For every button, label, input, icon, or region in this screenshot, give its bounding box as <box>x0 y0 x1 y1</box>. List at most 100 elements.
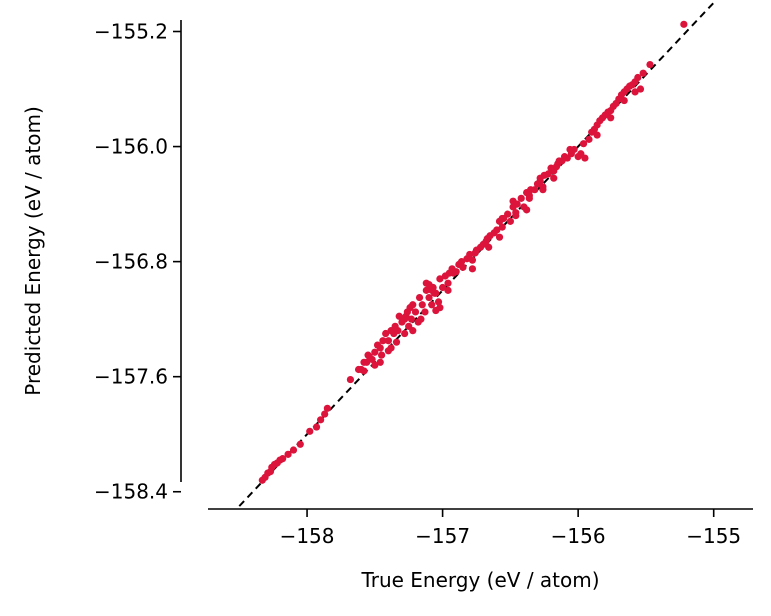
scatter-point <box>525 191 533 200</box>
x-tick-label: −156 <box>551 524 606 548</box>
scatter-point <box>506 217 514 225</box>
scatter-point <box>411 308 420 316</box>
scatter-point <box>485 243 493 251</box>
scatter-point <box>444 279 452 287</box>
scatter-point <box>365 352 374 361</box>
scatter-point <box>384 347 392 355</box>
scatter-point <box>422 286 430 294</box>
axes-layer: −158 −157 −156 −155 −158.4 −157.6 −156.8 −156.0… <box>94 20 753 548</box>
scatter-point <box>306 427 314 435</box>
scatter-point <box>544 170 552 178</box>
scatter-point <box>401 329 409 338</box>
y-tick-label: −158.4 <box>94 480 168 504</box>
scatter-point <box>498 214 506 223</box>
scatter-point <box>439 283 447 292</box>
scatter-point <box>498 223 506 231</box>
scatter-point <box>421 308 429 316</box>
scatter-point <box>493 226 501 234</box>
scatter-point <box>317 416 325 424</box>
x-tick-label: −158 <box>280 524 335 548</box>
scatter-point <box>607 114 615 122</box>
scatter-point <box>434 298 443 306</box>
scatter-point <box>387 327 395 335</box>
scatter-point <box>418 301 426 309</box>
scatter-point <box>636 85 645 93</box>
scatter-point <box>376 344 384 352</box>
scatter-point <box>346 375 355 384</box>
scatter-point <box>436 275 444 283</box>
scatter-point <box>536 174 544 182</box>
scatter-point <box>296 440 304 448</box>
scatter-point <box>371 361 379 369</box>
points-layer <box>258 20 688 484</box>
scatter-point <box>504 210 512 218</box>
scatter-point <box>401 315 409 323</box>
scatter-point <box>680 20 688 28</box>
scatter-point <box>279 455 287 463</box>
scatter-point <box>471 249 479 257</box>
scatter-point <box>415 293 424 302</box>
scatter-point <box>539 186 547 194</box>
scatter-point <box>312 423 321 431</box>
scatter-point <box>631 88 639 96</box>
scatter-point <box>552 163 561 171</box>
scatter-point <box>378 351 386 359</box>
scatter-point <box>468 265 477 273</box>
x-tick-label: −155 <box>686 524 741 548</box>
scatter-point <box>579 140 588 148</box>
scatter-point <box>406 304 414 312</box>
scatter-point <box>468 256 477 264</box>
scatter-point <box>531 186 539 194</box>
scatter-point <box>449 269 458 277</box>
scatter-point <box>457 258 466 266</box>
scatter-point <box>394 327 402 335</box>
scatter-point <box>407 315 416 323</box>
scatter-point <box>523 206 531 214</box>
scatter-point <box>566 145 574 154</box>
x-tick-label: −157 <box>415 524 470 548</box>
y-tick-label: −157.6 <box>94 365 168 389</box>
scatter-point <box>360 367 368 375</box>
scatter-point <box>555 157 563 165</box>
scatter-point <box>384 337 392 345</box>
scatter-point <box>428 301 436 309</box>
scatter-point <box>466 250 474 259</box>
scatter-point <box>550 174 558 182</box>
scatter-point <box>620 96 628 105</box>
scatter-point <box>432 306 440 315</box>
scatter-point <box>417 315 425 323</box>
scatter-point <box>509 197 517 205</box>
scatter-point <box>577 150 585 158</box>
scatter-point <box>363 358 371 366</box>
scatter-point <box>495 233 504 241</box>
scatter-point <box>392 338 401 346</box>
scatter-point <box>459 263 467 271</box>
scatter-point <box>639 69 647 77</box>
scatter-point <box>284 450 292 458</box>
scatter-point <box>428 286 436 294</box>
scatter-point <box>517 194 525 202</box>
y-tick-label: −156.0 <box>94 135 168 159</box>
scatter-point <box>323 404 331 412</box>
scatter-point <box>444 286 452 294</box>
scatter-point <box>512 212 520 220</box>
scatter-point <box>634 73 642 82</box>
x-axis-label: True Energy (eV / atom) <box>360 568 599 592</box>
scatter-point <box>289 446 298 454</box>
scatter-point <box>425 281 433 289</box>
scatter-point <box>482 237 490 246</box>
scatter-point <box>321 410 329 418</box>
y-axis-label: Predicted Energy (eV / atom) <box>21 106 45 395</box>
scatter-point <box>593 131 601 139</box>
scatter-point <box>646 60 654 69</box>
scatter-point <box>371 348 379 356</box>
scatter-point <box>379 337 387 345</box>
scatter-point <box>382 329 390 338</box>
scatter-point <box>376 358 384 366</box>
scatter-point <box>585 135 593 143</box>
scatter-point <box>409 327 417 335</box>
scatter-point <box>395 312 403 320</box>
y-tick-label: −156.8 <box>94 250 168 274</box>
scatter-point <box>425 293 433 302</box>
